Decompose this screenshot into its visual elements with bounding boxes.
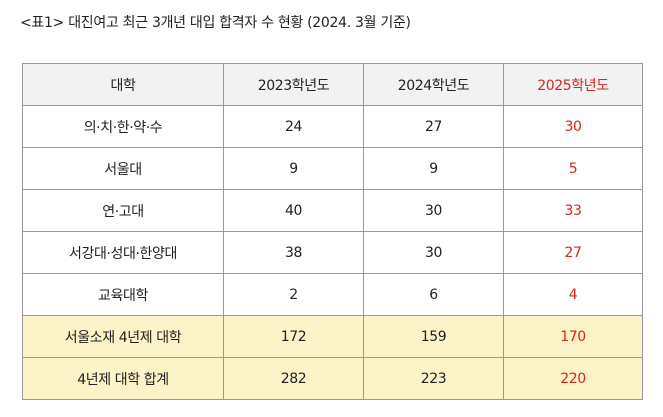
cell-2023: 40: [223, 189, 364, 232]
header-2023: 2023학년도: [223, 63, 364, 106]
row-label: 서강대·성대·한양대: [22, 231, 224, 274]
cell-2024: 159: [363, 315, 504, 358]
cell-2025: 5: [503, 147, 643, 190]
table-row: 의·치·한·약·수 24 27 30: [22, 105, 643, 148]
row-label: 서울대: [22, 147, 224, 190]
summary-row: 4년제 대학 합계 282 223 220: [22, 357, 643, 400]
cell-2025: 33: [503, 189, 643, 232]
row-label: 교육대학: [22, 273, 224, 316]
header-university: 대학: [22, 63, 224, 106]
cell-2023: 282: [223, 357, 364, 400]
cell-2024: 30: [363, 231, 504, 274]
cell-2025: 4: [503, 273, 643, 316]
cell-2023: 9: [223, 147, 364, 190]
table-caption: <표1> 대진여고 최근 3개년 대입 합격자 수 현황 (2024. 3월 기…: [20, 15, 411, 31]
table-row: 교육대학 2 6 4: [22, 273, 643, 316]
cell-2025: 27: [503, 231, 643, 274]
cell-2023: 172: [223, 315, 364, 358]
cell-2023: 24: [223, 105, 364, 148]
cell-2024: 6: [363, 273, 504, 316]
table-header-row: 대학 2023학년도 2024학년도 2025학년도: [22, 63, 643, 106]
header-2025: 2025학년도: [503, 63, 643, 106]
row-label: 연·고대: [22, 189, 224, 232]
header-2024: 2024학년도: [363, 63, 504, 106]
cell-2025: 220: [503, 357, 643, 400]
admissions-table: 대학 2023학년도 2024학년도 2025학년도 의·치·한·약·수 24 …: [22, 63, 643, 400]
cell-2024: 223: [363, 357, 504, 400]
cell-2025: 30: [503, 105, 643, 148]
cell-2023: 38: [223, 231, 364, 274]
row-label: 의·치·한·약·수: [22, 105, 224, 148]
cell-2024: 27: [363, 105, 504, 148]
summary-row: 서울소재 4년제 대학 172 159 170: [22, 315, 643, 358]
cell-2024: 9: [363, 147, 504, 190]
table-row: 연·고대 40 30 33: [22, 189, 643, 232]
table-row: 서울대 9 9 5: [22, 147, 643, 190]
row-label: 4년제 대학 합계: [22, 357, 224, 400]
cell-2024: 30: [363, 189, 504, 232]
row-label: 서울소재 4년제 대학: [22, 315, 224, 358]
cell-2025: 170: [503, 315, 643, 358]
table-row: 서강대·성대·한양대 38 30 27: [22, 231, 643, 274]
cell-2023: 2: [223, 273, 364, 316]
